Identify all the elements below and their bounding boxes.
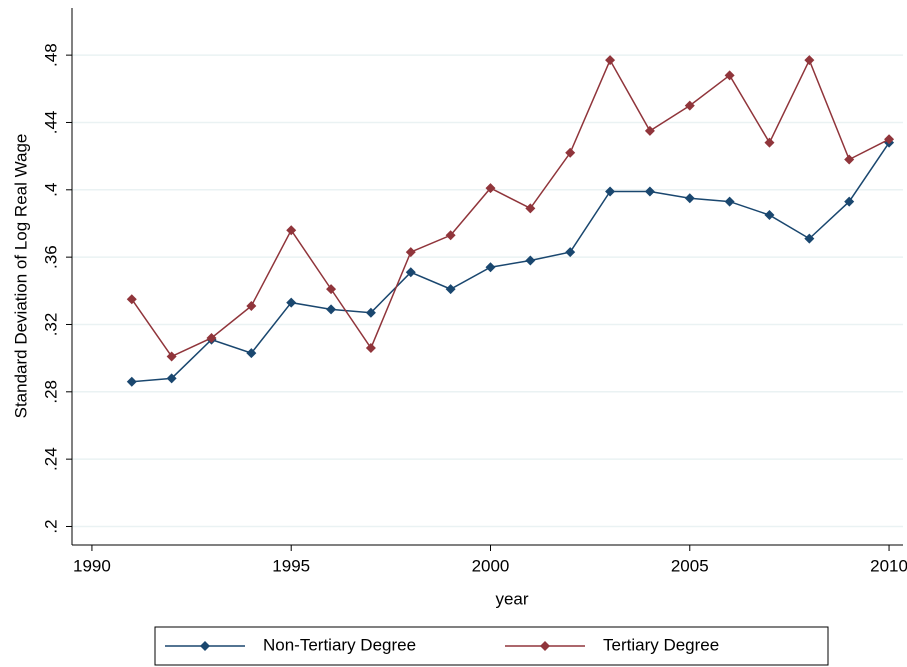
legend-label: Non-Tertiary Degree bbox=[263, 635, 416, 654]
legend-marker bbox=[200, 641, 210, 651]
y-tick-label: .24 bbox=[41, 447, 60, 471]
point bbox=[565, 147, 576, 158]
x-tick-label: 2000 bbox=[472, 556, 510, 575]
point bbox=[445, 230, 456, 241]
point bbox=[405, 247, 416, 258]
point bbox=[804, 55, 815, 66]
y-tick-label: .2 bbox=[41, 519, 60, 533]
point bbox=[644, 186, 655, 197]
x-tick-label: 1990 bbox=[73, 556, 111, 575]
point bbox=[724, 70, 735, 81]
series-line bbox=[131, 58, 890, 358]
y-tick-label: .4 bbox=[41, 183, 60, 197]
point bbox=[485, 183, 496, 194]
point bbox=[365, 307, 376, 318]
point bbox=[405, 267, 416, 278]
y-tick-label: .44 bbox=[41, 111, 60, 135]
point bbox=[246, 300, 257, 311]
point bbox=[844, 154, 855, 165]
point bbox=[764, 210, 775, 221]
point bbox=[764, 137, 775, 148]
y-tick-label: .28 bbox=[41, 380, 60, 404]
y-axis-label: Standard Deviation of Log Real Wage bbox=[11, 134, 30, 419]
point bbox=[485, 262, 496, 273]
point bbox=[605, 55, 616, 66]
legend-box bbox=[154, 626, 829, 666]
y-tick-label: .48 bbox=[41, 43, 60, 67]
point bbox=[246, 348, 257, 359]
x-tick-label: 1995 bbox=[272, 556, 310, 575]
y-tick-label: .36 bbox=[41, 245, 60, 269]
point bbox=[286, 225, 297, 236]
y-tick-label: .32 bbox=[41, 313, 60, 337]
point bbox=[525, 203, 536, 214]
point bbox=[565, 247, 576, 258]
point bbox=[286, 297, 297, 308]
legend-label: Tertiary Degree bbox=[603, 635, 719, 654]
point bbox=[206, 332, 217, 343]
point bbox=[445, 284, 456, 295]
legend-marker bbox=[540, 641, 550, 651]
point bbox=[804, 233, 815, 244]
point bbox=[525, 255, 536, 266]
x-tick-label: 2010 bbox=[870, 556, 907, 575]
x-axis-label: year bbox=[495, 589, 528, 608]
point bbox=[884, 134, 895, 145]
x-tick-label: 2005 bbox=[671, 556, 709, 575]
point bbox=[844, 196, 855, 207]
point bbox=[166, 373, 177, 384]
point bbox=[326, 304, 337, 315]
point bbox=[126, 376, 137, 387]
point bbox=[684, 100, 695, 111]
point bbox=[684, 193, 695, 204]
series-line bbox=[131, 142, 890, 383]
point bbox=[365, 343, 376, 354]
point bbox=[724, 196, 735, 207]
point bbox=[166, 351, 177, 362]
point bbox=[644, 125, 655, 136]
point bbox=[605, 186, 616, 197]
point bbox=[126, 294, 137, 305]
point bbox=[326, 284, 337, 295]
